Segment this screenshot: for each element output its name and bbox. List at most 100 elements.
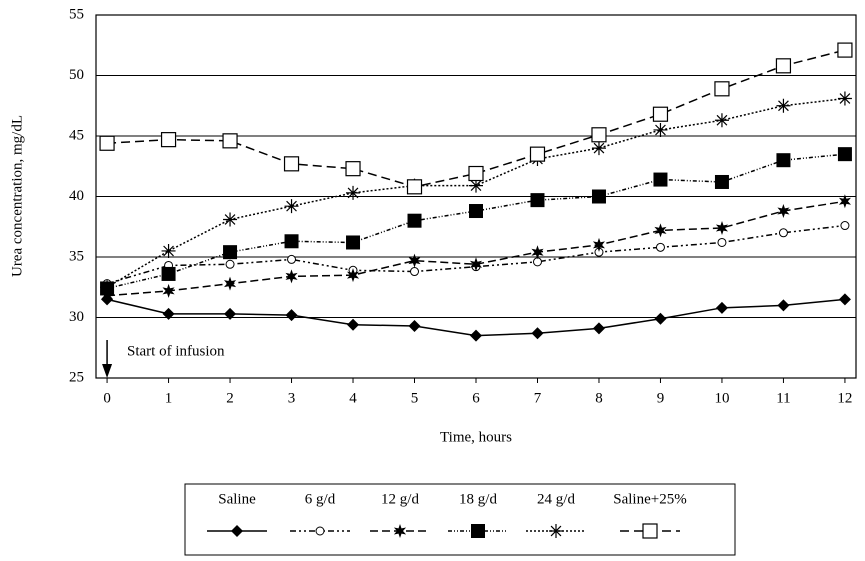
plot-frame	[95, 14, 857, 379]
marker	[652, 106, 669, 122]
marker	[531, 327, 544, 340]
marker	[408, 253, 421, 268]
marker	[347, 268, 360, 283]
x-tick-label: 0	[103, 390, 111, 406]
legend-marker	[549, 524, 563, 538]
marker	[161, 243, 176, 258]
y-tick-label: 30	[69, 309, 84, 325]
marker	[284, 234, 299, 249]
marker	[653, 172, 668, 187]
marker	[410, 267, 420, 277]
marker	[101, 288, 114, 303]
marker	[287, 254, 297, 264]
arrow-head	[102, 364, 113, 378]
marker	[592, 322, 605, 335]
marker	[776, 153, 791, 168]
marker	[160, 132, 177, 148]
marker	[225, 259, 235, 269]
y-tick-label: 25	[69, 369, 84, 385]
y-tick-label: 55	[69, 6, 84, 22]
marker	[591, 189, 606, 204]
y-tick-label: 40	[69, 188, 84, 204]
marker	[346, 235, 361, 250]
legend-marker	[642, 523, 658, 539]
marker	[655, 242, 665, 252]
marker	[775, 58, 792, 74]
marker	[837, 91, 852, 106]
legend-label: 6 g/d	[305, 491, 336, 507]
x-tick-label: 4	[349, 390, 357, 406]
marker	[468, 165, 484, 182]
marker	[591, 141, 606, 156]
series-line	[106, 224, 846, 285]
x-tick-label: 1	[165, 390, 173, 406]
marker	[469, 178, 483, 193]
marker	[530, 193, 545, 208]
marker	[777, 299, 790, 312]
marker	[222, 133, 238, 149]
x-tick-label: 5	[411, 390, 419, 406]
marker	[531, 245, 544, 260]
marker	[285, 269, 298, 284]
marker	[224, 276, 237, 291]
annotation: Start of infusion	[127, 343, 225, 359]
x-tick-label: 11	[776, 390, 790, 406]
x-tick-label: 12	[837, 390, 852, 406]
legend-box	[184, 483, 736, 556]
legend-label: 12 g/d	[381, 491, 419, 507]
marker	[717, 237, 727, 247]
legend-marker	[471, 524, 485, 538]
marker	[840, 221, 850, 231]
y-tick-label: 50	[69, 67, 84, 83]
x-tick-label: 7	[534, 390, 542, 406]
marker	[654, 223, 667, 238]
marker	[284, 199, 299, 214]
x-tick-label: 10	[714, 390, 729, 406]
marker	[837, 42, 853, 58]
x-tick-label: 3	[288, 390, 296, 406]
marker	[714, 81, 730, 97]
legend-label: 18 g/d	[459, 491, 497, 507]
marker	[592, 237, 605, 252]
legend-marker	[393, 524, 407, 538]
marker	[223, 212, 238, 227]
marker	[653, 122, 668, 137]
marker	[99, 135, 115, 151]
x-axis-label: Time, hours	[440, 429, 512, 445]
marker	[714, 174, 729, 189]
marker	[778, 228, 788, 238]
marker	[406, 179, 423, 195]
x-tick-label: 2	[226, 390, 234, 406]
marker	[714, 113, 729, 128]
marker	[100, 280, 115, 295]
x-tick-label: 9	[657, 390, 665, 406]
legend-marker	[315, 526, 325, 536]
marker	[838, 194, 851, 209]
marker	[715, 221, 728, 235]
legend-label: Saline	[218, 491, 256, 507]
marker	[347, 318, 360, 331]
legend-marker	[231, 525, 243, 537]
marker	[715, 301, 728, 314]
marker	[470, 329, 482, 342]
marker	[837, 147, 852, 162]
y-tick-label: 45	[69, 127, 84, 143]
marker	[161, 266, 176, 281]
legend-label: 24 g/d	[537, 491, 575, 507]
marker	[654, 312, 667, 325]
marker	[285, 309, 298, 322]
marker	[777, 204, 790, 218]
marker	[529, 146, 546, 162]
marker	[407, 213, 422, 228]
marker	[591, 127, 607, 143]
marker	[469, 204, 483, 219]
y-axis-label: Urea concentration, mg/dL	[9, 115, 25, 277]
y-tick-label: 35	[69, 248, 84, 264]
marker	[346, 185, 361, 200]
marker	[283, 156, 300, 172]
marker	[838, 293, 851, 306]
marker	[162, 283, 175, 298]
marker	[162, 307, 175, 320]
